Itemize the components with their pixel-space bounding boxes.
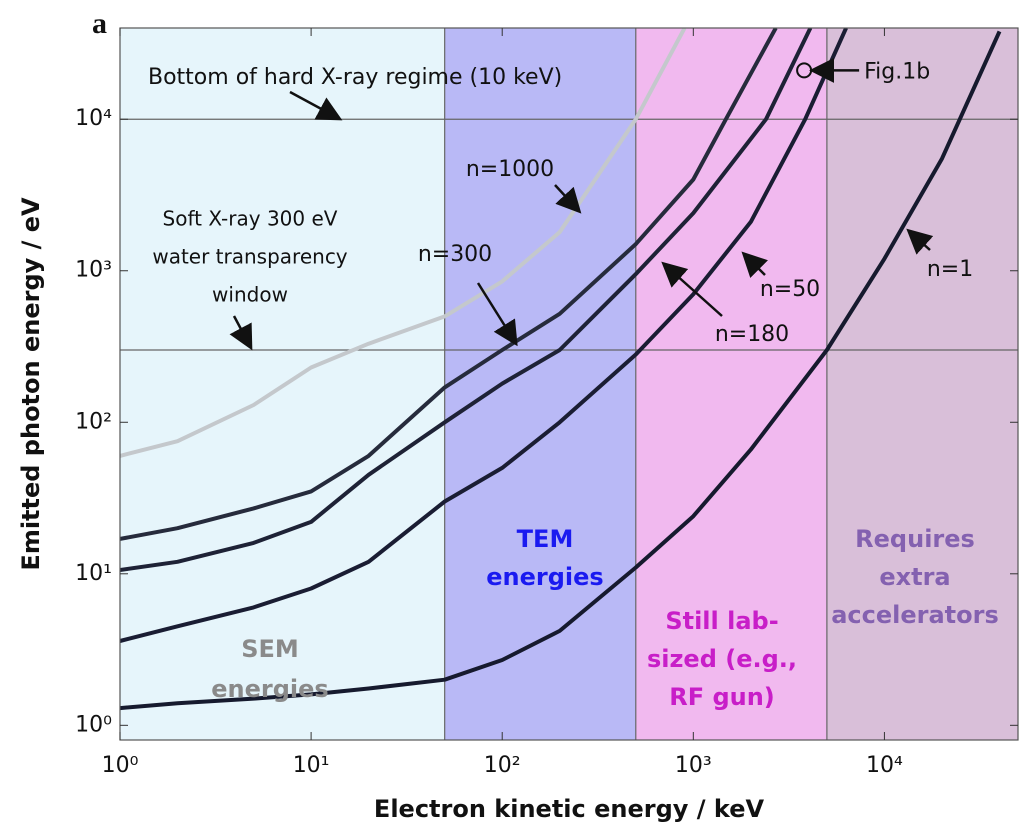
curve-label: n=1 [927,257,973,282]
x-tick-label: 10³ [675,753,712,778]
region-label: energies [486,563,603,591]
curve [120,28,687,458]
region-label: SEM [241,635,299,663]
y-tick-label: 10⁰ [75,712,112,737]
overlay: SEM energies TEM energies Still lab-sized (e… [148,57,999,711]
y-tick-label: 10¹ [75,561,112,586]
curve-label: n=300 [418,242,492,267]
annotation-label: Fig.1b [864,59,930,84]
x-axis-title: Electron kinetic energy / keV [374,795,765,823]
y-tick-label: 10² [75,409,112,434]
y-axis-title: Emitted photon energy / eV [17,197,45,571]
region-label: Still lab- [665,607,778,635]
y-tick-label: 10³ [75,258,112,283]
region-label: energies [211,675,328,703]
reference-label: Soft X-ray 300 eV [163,207,338,231]
plot-area [120,28,1018,711]
y-tick-label: 10⁴ [75,106,112,131]
reference-label: water transparency [152,245,347,269]
curve-label: n=50 [760,277,820,302]
curve [120,30,1002,711]
reference-arrow [229,315,253,351]
curve-arrow [906,228,934,255]
x-tick-label: 10⁴ [866,753,903,778]
curve [120,28,778,541]
regions [120,28,1018,740]
curve-label: n=1000 [466,157,554,182]
curve [120,28,813,572]
reference-label: Bottom of hard X-ray regime (10 keV) [148,65,562,90]
plot-frame [119,27,1019,741]
region [444,28,636,740]
region-label: RF gun) [669,683,775,711]
region-label: sized (e.g., [647,645,797,673]
region [635,28,827,740]
curve-arrow [554,184,582,214]
curve-arrow [476,282,518,347]
curve-label: n=180 [715,322,789,347]
panel-label: a [92,7,107,40]
x-tick-label: 10¹ [293,753,330,778]
reference-label: window [212,283,288,307]
region [826,28,1018,740]
region-label: Requires [855,525,975,553]
x-tick-label: 10⁰ [102,753,139,778]
region-label: extra [879,563,950,591]
region-label: accelerators [831,601,999,629]
region-label: TEM [517,525,574,553]
reference-arrow [289,90,343,121]
curve-arrow [661,261,723,317]
curve-arrow [741,251,768,278]
x-tick-label: 10² [484,753,521,778]
curve [120,28,848,643]
